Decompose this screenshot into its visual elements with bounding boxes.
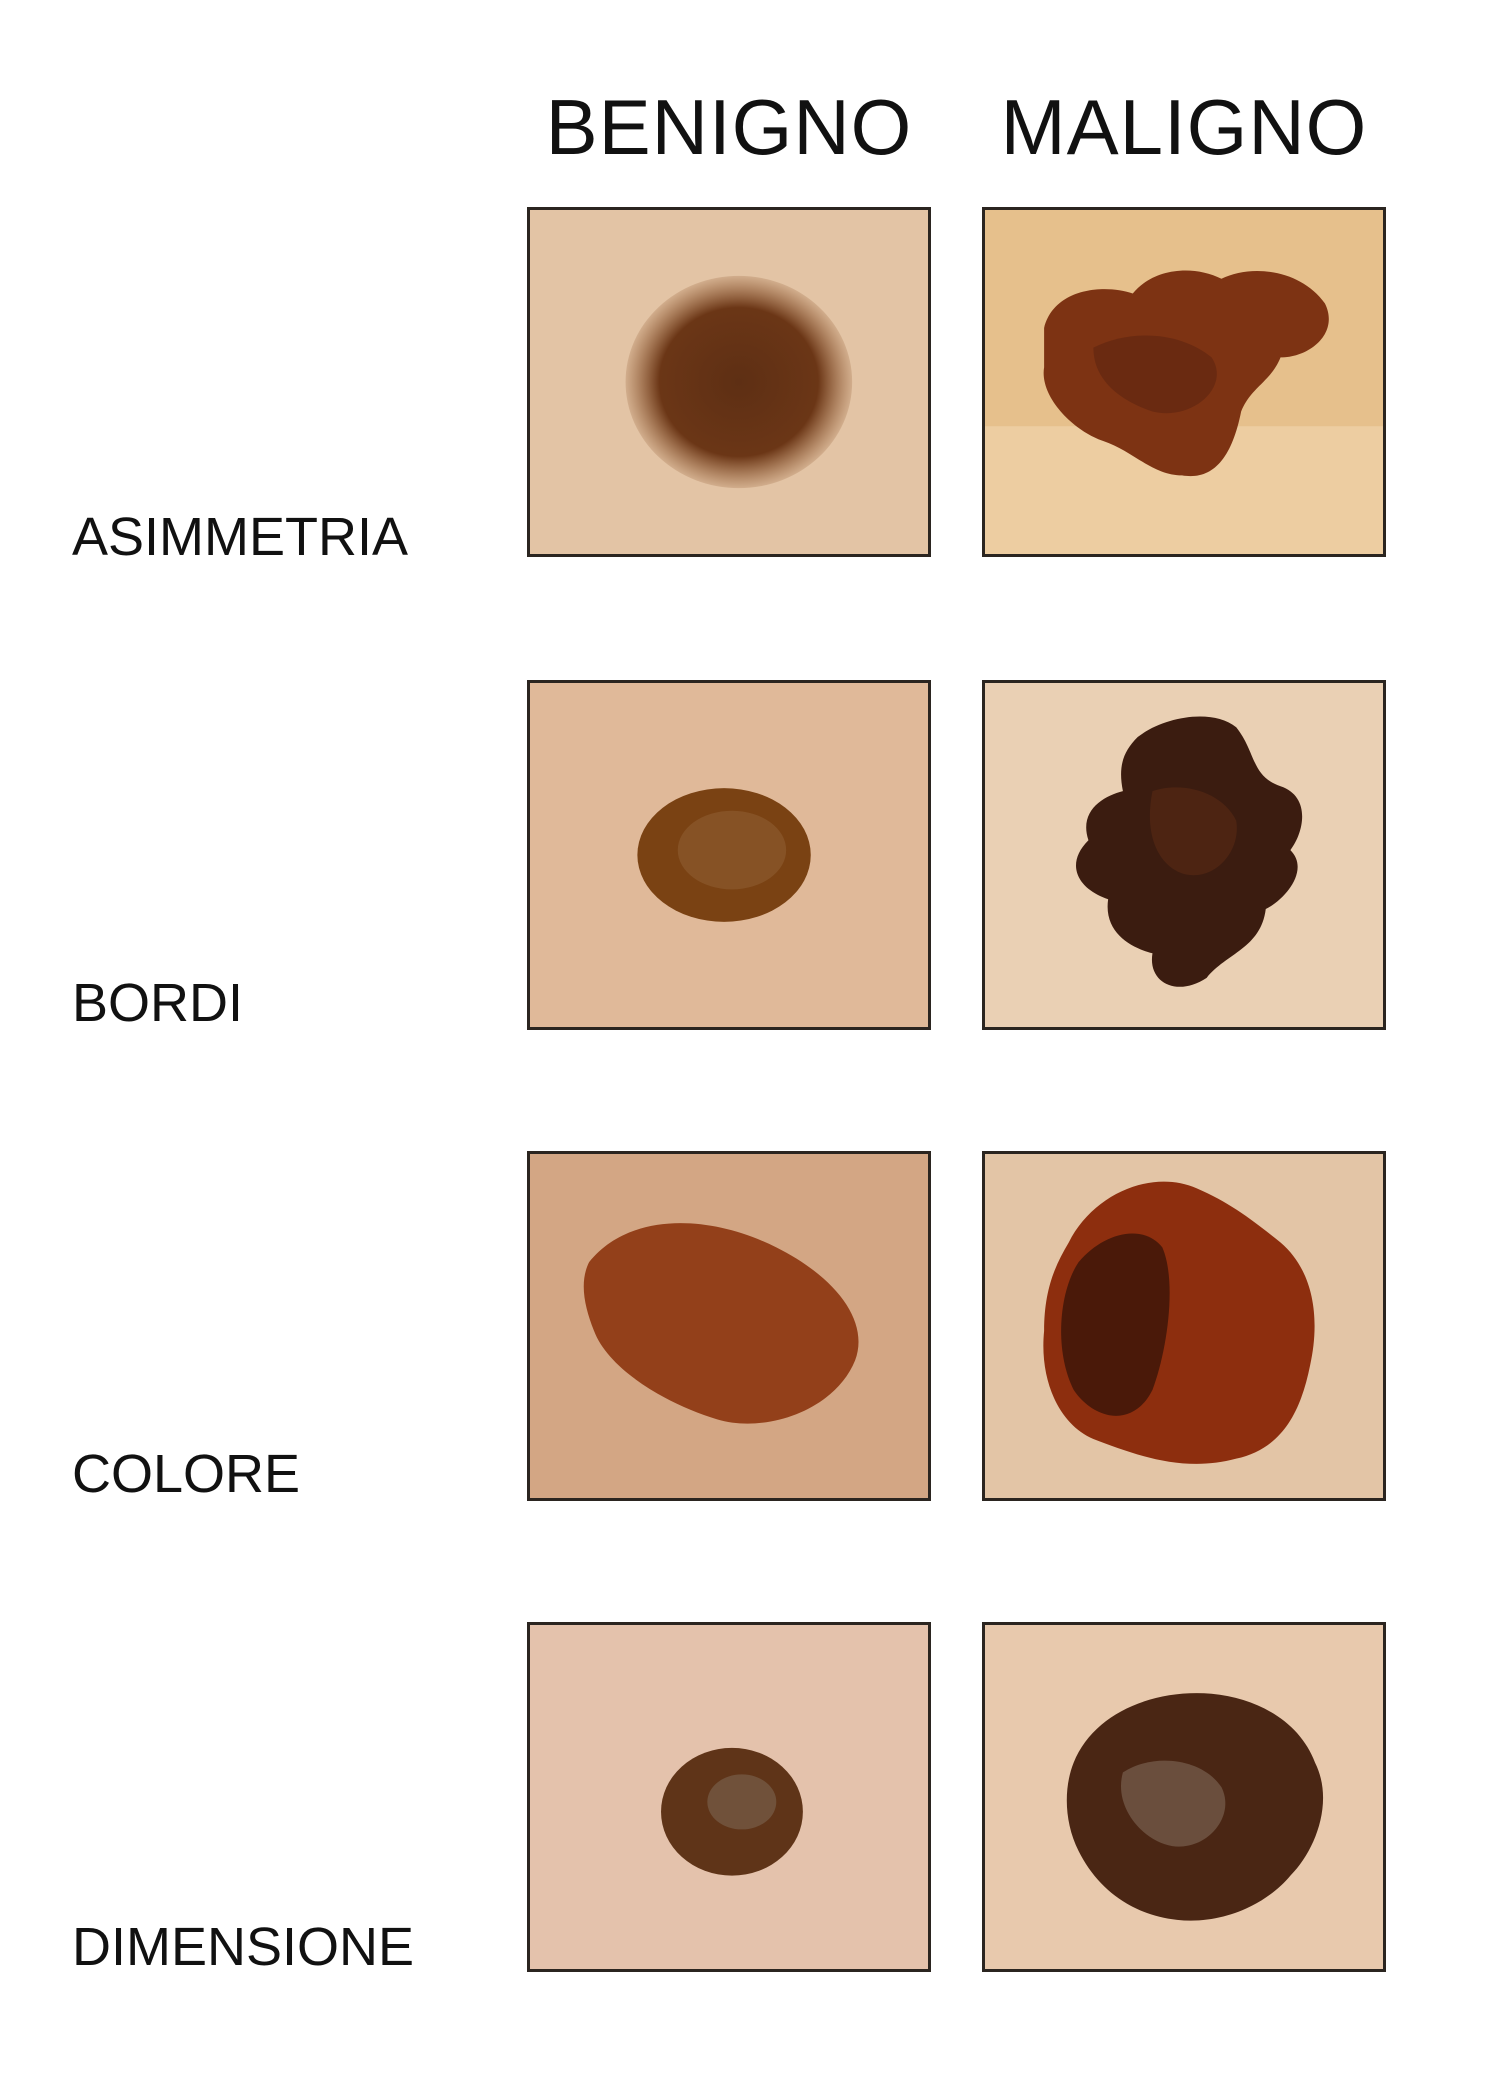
uniform-color-mole bbox=[583, 1223, 859, 1424]
column-header-benign: BENIGNO bbox=[545, 83, 913, 171]
malignant-color-photo bbox=[982, 1151, 1386, 1501]
column-header-malignant: MALIGNO bbox=[1000, 83, 1368, 171]
malignant-borders-photo bbox=[982, 680, 1386, 1030]
benign-size-photo bbox=[527, 1622, 931, 1972]
row-label-color: COLORE bbox=[72, 1444, 301, 1504]
row-label-size: DIMENSIONE bbox=[72, 1917, 415, 1977]
benign-color-photo bbox=[527, 1151, 931, 1501]
malignant-size-photo bbox=[982, 1622, 1386, 1972]
benign-borders-photo bbox=[527, 680, 931, 1030]
row-label-borders: BORDI bbox=[72, 973, 244, 1033]
row-label-asymmetry: ASIMMETRIA bbox=[72, 507, 409, 567]
malignant-asymmetry-photo bbox=[982, 207, 1386, 557]
benign-asymmetry-photo bbox=[527, 207, 931, 557]
round-mole bbox=[625, 275, 853, 489]
